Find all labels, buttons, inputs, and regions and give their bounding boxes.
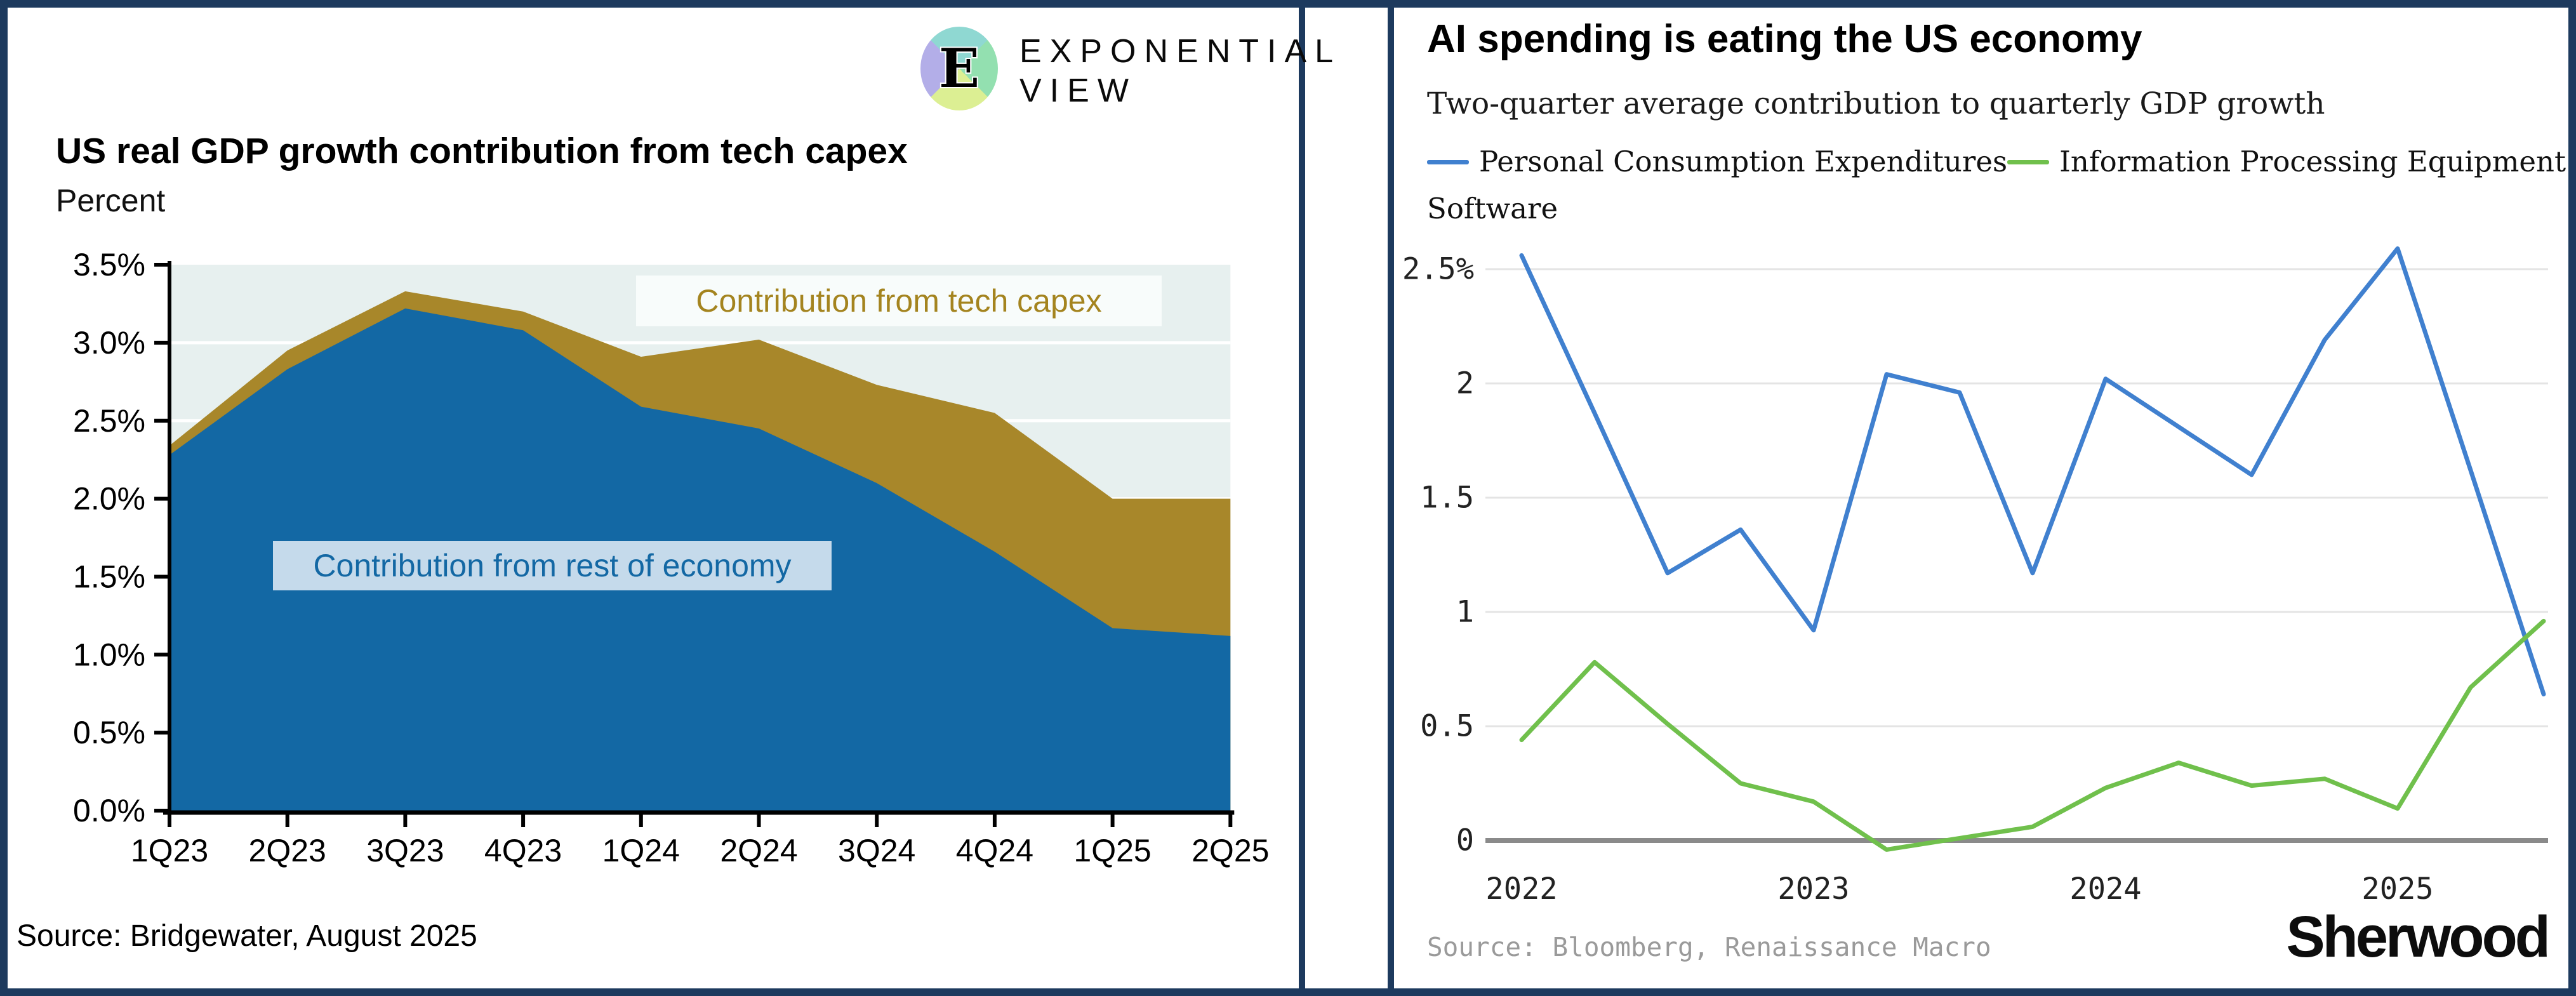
svg-text:2.0%: 2.0% <box>73 481 145 517</box>
svg-text:0.0%: 0.0% <box>73 793 145 828</box>
svg-text:3Q23: 3Q23 <box>366 833 444 868</box>
left-source-note: Source: Bridgewater, August 2025 <box>17 919 477 953</box>
exponential-view-logo-mark: E <box>920 27 998 110</box>
svg-text:2Q25: 2Q25 <box>1192 833 1269 868</box>
outer-border-left <box>0 0 8 996</box>
chart-legend: Personal Consumption Expenditures Inform… <box>1427 138 2576 232</box>
rest-of-economy-area-label-text: Contribution from rest of economy <box>313 548 792 583</box>
svg-text:3.0%: 3.0% <box>73 325 145 361</box>
legend-label-ipe-wrap: Software <box>1427 192 1558 225</box>
wordmark-line2: VIEW <box>1019 72 1137 109</box>
svg-text:0.5: 0.5 <box>1420 709 1474 744</box>
exponential-view-wordmark: EXPONENTIAL VIEW <box>1019 32 1341 110</box>
svg-text:4Q23: 4Q23 <box>484 833 562 868</box>
left-chart-title: US real GDP growth contribution from tec… <box>56 131 908 171</box>
svg-text:0.5%: 0.5% <box>73 715 145 750</box>
svg-text:2Q23: 2Q23 <box>249 833 326 868</box>
wordmark-line1: EXPONENTIAL <box>1019 33 1342 70</box>
panel-divider-left <box>1299 0 1305 996</box>
svg-text:1.5: 1.5 <box>1420 481 1474 515</box>
tech-capex-area-label: Contribution from tech capex <box>636 276 1162 326</box>
svg-text:2023: 2023 <box>1777 872 1849 906</box>
legend-swatch-pce <box>1427 159 1469 164</box>
right-chart-subtitle: Two-quarter average contribution to quar… <box>1427 86 2325 121</box>
logo-letter: E <box>938 37 980 100</box>
svg-text:1.0%: 1.0% <box>73 637 145 672</box>
legend-row-2: Software <box>1427 185 2551 232</box>
svg-text:3.5%: 3.5% <box>73 247 145 282</box>
svg-text:1Q24: 1Q24 <box>602 833 680 868</box>
right-source-note: Source: Bloomberg, Renaissance Macro <box>1427 932 1991 962</box>
svg-text:2025: 2025 <box>2361 872 2433 906</box>
sherwood-logo: Sherwood <box>2286 905 2551 969</box>
outer-border-top <box>0 0 2576 8</box>
outer-border-bottom <box>0 988 2576 996</box>
svg-text:2Q24: 2Q24 <box>720 833 797 868</box>
svg-text:2024: 2024 <box>2069 872 2141 906</box>
tech-capex-area-label-text: Contribution from tech capex <box>696 283 1102 319</box>
svg-text:1: 1 <box>1456 595 1474 630</box>
svg-text:3Q24: 3Q24 <box>838 833 915 868</box>
left-chart-unit-label: Percent <box>56 183 166 218</box>
svg-text:1Q25: 1Q25 <box>1073 833 1151 868</box>
svg-text:2.5%: 2.5% <box>1402 252 1474 287</box>
right-chart-title: AI spending is eating the US economy <box>1427 17 2142 61</box>
legend-label-pce: Personal Consumption Expenditures <box>1479 145 2008 178</box>
svg-text:1.5%: 1.5% <box>73 559 145 594</box>
svg-text:0: 0 <box>1456 823 1474 858</box>
legend-swatch-ipe <box>2007 159 2050 164</box>
svg-text:2.5%: 2.5% <box>73 403 145 439</box>
svg-text:1Q23: 1Q23 <box>131 833 208 868</box>
outer-border-right <box>2568 0 2576 996</box>
svg-text:2: 2 <box>1456 366 1474 401</box>
panel-divider-right <box>1388 0 1394 996</box>
legend-label-ipe: Information Processing Equipment + <box>2059 145 2576 178</box>
svg-text:2022: 2022 <box>1485 872 1557 906</box>
legend-row-1: Personal Consumption Expenditures Inform… <box>1427 138 2576 185</box>
rest-of-economy-area-label: Contribution from rest of economy <box>273 541 832 590</box>
svg-text:4Q24: 4Q24 <box>956 833 1033 868</box>
